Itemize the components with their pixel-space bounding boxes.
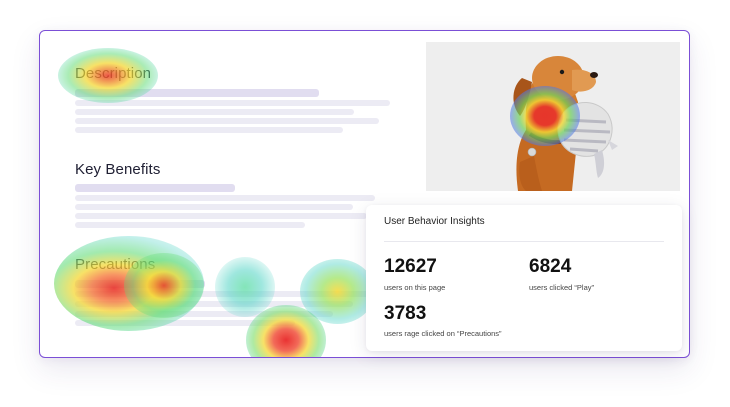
stat-label-play-clicks: users clicked “Play” — [529, 283, 595, 292]
stat-value-rage-clicks: 3783 — [384, 303, 427, 324]
stat-value-play-clicks: 6824 — [529, 256, 572, 277]
description-heading[interactable]: Description — [75, 65, 152, 82]
text-placeholder-bar — [75, 301, 353, 307]
insights-card-title: User Behavior Insights — [384, 216, 485, 227]
text-placeholder-bar — [75, 204, 353, 210]
text-placeholder-bar — [75, 311, 333, 317]
text-placeholder-bar — [75, 213, 367, 219]
user-behavior-insights-card: User Behavior Insights 12627 users on th… — [366, 205, 682, 351]
text-placeholder-bar — [75, 100, 390, 106]
heatmap-hotspot — [215, 257, 275, 317]
precautions-heading[interactable]: Precautions — [75, 256, 156, 273]
text-placeholder-bar — [75, 184, 235, 192]
stat-label-rage-clicks: users rage clicked on “Precautions” — [384, 329, 502, 338]
text-placeholder-bar — [75, 320, 295, 326]
dog-with-toy-illustration — [426, 42, 680, 191]
stat-value-page-users: 12627 — [384, 256, 437, 277]
text-placeholder-bar — [75, 222, 305, 228]
key-benefits-heading[interactable]: Key Benefits — [75, 161, 161, 178]
card-divider — [384, 241, 664, 242]
text-placeholder-bar — [75, 195, 375, 201]
text-placeholder-bar — [75, 118, 379, 124]
text-placeholder-bar — [75, 280, 205, 288]
text-placeholder-bar — [75, 109, 354, 115]
text-placeholder-bar — [75, 291, 375, 297]
product-image[interactable] — [426, 42, 680, 191]
text-placeholder-bar — [75, 89, 319, 97]
stat-label-page-users: users on this page — [384, 283, 446, 292]
text-placeholder-bar — [75, 127, 343, 133]
